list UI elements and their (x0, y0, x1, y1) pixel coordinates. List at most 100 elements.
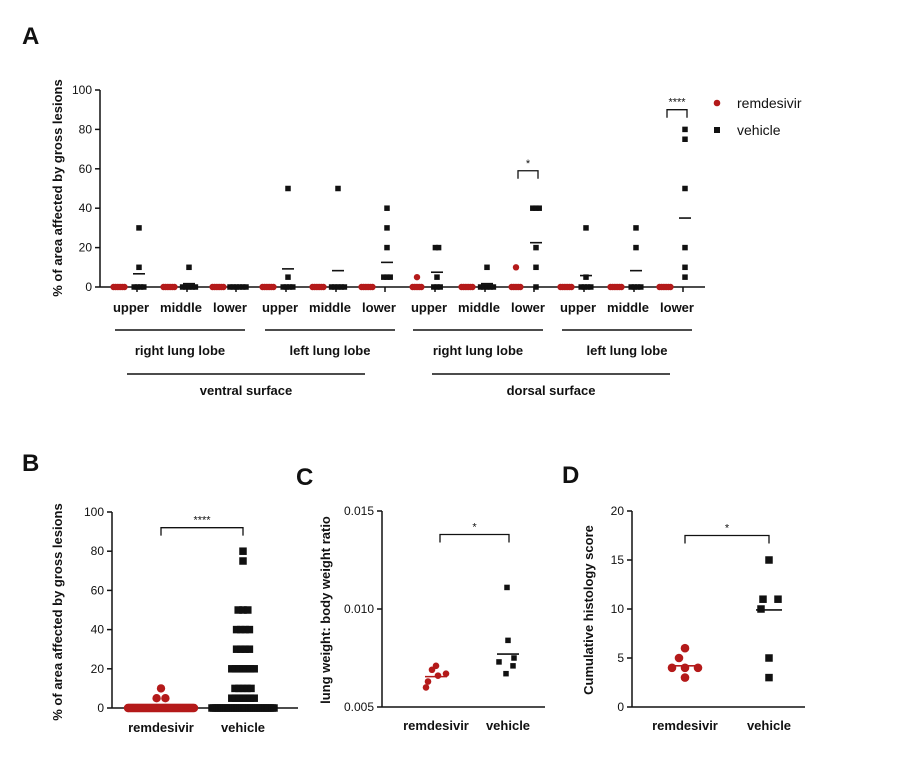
a-vehicle-point (682, 126, 688, 133)
b-vehicle-point (244, 606, 252, 614)
a-vehicle-point (432, 244, 439, 251)
d-remdesivir-point (680, 643, 690, 653)
a-remdesivir-point (369, 283, 376, 291)
a-vehicle-point (682, 185, 688, 192)
a-vehicle-point (335, 185, 341, 192)
panel-label-c: C (296, 464, 313, 491)
d-vehicle-point (765, 556, 773, 564)
d-y-tick-label: 20 (611, 504, 625, 518)
b-vehicle-point (237, 625, 245, 634)
a-lobe-group-label: left lung lobe (290, 343, 371, 358)
c-remdesivir-point (434, 672, 442, 679)
a-vehicle-point (328, 284, 335, 290)
a-lobe-label: upper (411, 300, 447, 315)
a-y-tick-label: 20 (79, 241, 93, 255)
a-vehicle-point (227, 284, 233, 290)
a-vehicle-point (186, 264, 192, 271)
a-lobe-label: middle (309, 300, 351, 315)
panel-label-a: A (22, 23, 39, 50)
c-category-label: vehicle (486, 718, 530, 733)
a-vehicle-point (477, 284, 484, 290)
a-vehicle-point (536, 205, 542, 211)
b-vehicle-point (250, 665, 258, 673)
a-lobe-label: lower (511, 300, 545, 315)
d-y-tick-label: 0 (617, 700, 624, 714)
a-lobe-label: upper (262, 300, 298, 315)
a-vehicle-point (533, 284, 539, 290)
a-significance-bracket (517, 170, 539, 179)
a-significance-label: * (526, 158, 531, 170)
a-remdesivir-point (568, 283, 575, 291)
a-vehicle-point (285, 274, 291, 280)
panel-c: C 0.005 0.010 0.015 lung weight: body weight… (296, 464, 545, 733)
a-lobe-group-label: right lung lobe (433, 343, 523, 358)
d-y-tick-label: 15 (611, 553, 625, 567)
a-vehicle-point (631, 284, 638, 290)
a-vehicle-point (387, 274, 393, 280)
panel-b: B 0 20 40 60 80 100 % of area affected by gross… (22, 450, 298, 735)
a-vehicle-point (186, 284, 192, 290)
d-y-tick-label: 5 (617, 651, 624, 665)
a-remdesivir-point (320, 283, 327, 291)
a-vehicle-point (633, 225, 639, 231)
b-vehicle-point (239, 547, 247, 555)
a-vehicle-point (136, 264, 142, 271)
d-vehicle-point (757, 605, 765, 613)
a-significance-bracket (666, 109, 688, 118)
d-category-label: remdesivir (652, 718, 718, 733)
c-vehicle-point (510, 663, 516, 669)
c-vehicle-point (503, 670, 509, 677)
a-remdesivir-point (469, 283, 476, 291)
panel-a: A 0 20 40 60 80 100 % of area affected by gross… (22, 23, 802, 398)
a-vehicle-point (437, 284, 443, 290)
b-y-tick-label: 20 (91, 662, 105, 676)
a-vehicle-point (682, 244, 688, 251)
a-remdesivir-point (618, 283, 625, 291)
a-vehicle-point (633, 244, 639, 251)
a-remdesivir-point (270, 283, 277, 291)
b-y-tick-label: 60 (91, 583, 105, 597)
a-vehicle-point (434, 284, 440, 290)
b-y-tick-label: 40 (91, 623, 105, 637)
a-vehicle-point (136, 225, 142, 231)
a-vehicle-point (131, 284, 137, 290)
a-lobe-group-label: right lung lobe (135, 343, 225, 358)
a-y-tick-label: 40 (79, 201, 93, 215)
a-vehicle-point (285, 185, 291, 192)
b-vehicle-point (237, 645, 245, 653)
a-vehicle-point (384, 274, 390, 280)
a-lobe-label: middle (160, 300, 202, 315)
a-y-tick-label: 60 (79, 162, 93, 176)
c-remdesivir-point (432, 662, 440, 670)
c-vehicle-point (511, 655, 517, 661)
a-vehicle-point (134, 284, 141, 290)
c-remdesivir-point (422, 684, 430, 691)
d-significance-bracket (684, 534, 770, 544)
c-vehicle-point (505, 637, 511, 644)
d-y-tick-label: 10 (611, 602, 625, 616)
a-lobe-group-label: left lung lobe (587, 343, 668, 358)
b-y-axis-label: % of area affected by gross lesions (50, 503, 65, 720)
b-vehicle-point (270, 704, 278, 712)
a-vehicle-point (435, 244, 442, 251)
a-remdesivir-point (418, 283, 425, 291)
a-vehicle-point (682, 274, 688, 280)
a-lobe-label: middle (607, 300, 649, 315)
b-vehicle-point (234, 606, 242, 614)
a-vehicle-point (682, 264, 688, 271)
a-vehicle-point (484, 284, 490, 290)
a-legend-vehicle-label: vehicle (737, 122, 781, 138)
d-remdesivir-point (693, 663, 703, 673)
a-vehicle-point (581, 284, 588, 290)
a-lobe-label: lower (362, 300, 396, 315)
b-vehicle-point (231, 684, 239, 693)
a-vehicle-point (583, 274, 589, 280)
a-vehicle-point (533, 205, 539, 211)
a-legend-remdesivir-marker (713, 99, 721, 107)
a-vehicle-point (286, 284, 293, 290)
a-vehicle-point (384, 205, 390, 211)
a-vehicle-point (332, 284, 338, 290)
a-vehicle-point (189, 284, 195, 290)
a-vehicle-point (283, 284, 290, 290)
